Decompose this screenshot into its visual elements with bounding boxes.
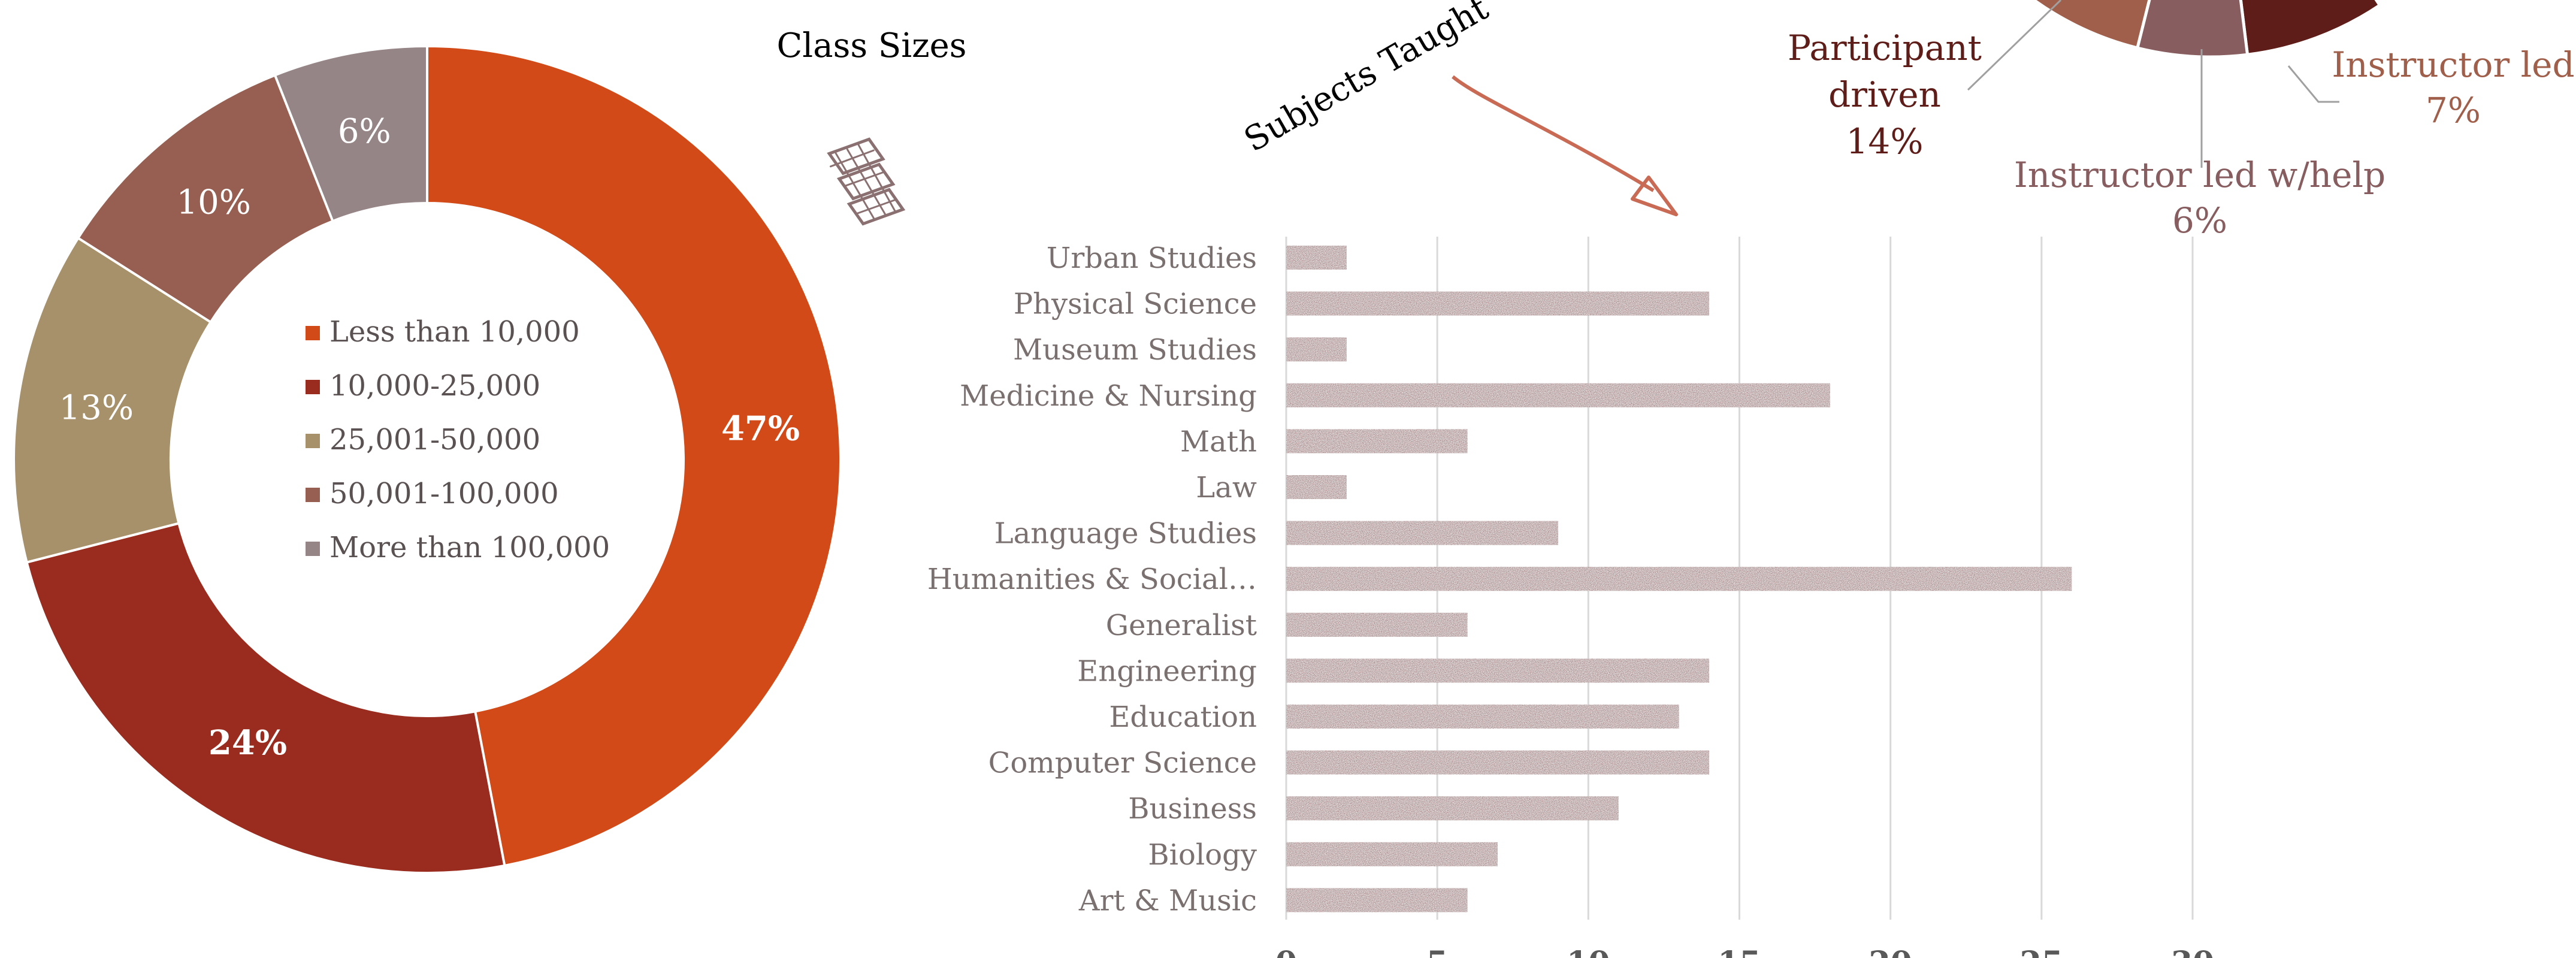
hand-drawn-arrow xyxy=(1452,75,1678,216)
category-label-business: Business xyxy=(1128,792,1257,826)
bar-humanities-social xyxy=(1286,567,2072,591)
donut-slice-25-001-50-000 xyxy=(13,236,213,564)
bar-series xyxy=(1286,246,2072,912)
pie2-slices xyxy=(2031,0,2382,59)
category-label-engineering: Engineering xyxy=(1077,654,1257,688)
donut-value-label-more-than-100-000: 6% xyxy=(338,112,391,151)
bar-museum-studies xyxy=(1286,337,1347,362)
donut-value-label-less-than-10-000: 47% xyxy=(721,409,800,448)
pie2-slice-instructor-led xyxy=(2031,0,2151,50)
category-label-museum-studies: Museum Studies xyxy=(1013,333,1257,367)
bar-education xyxy=(1286,705,1679,729)
donut-slice-more-than-100-000 xyxy=(273,44,428,223)
category-label-medicine-nursing: Medicine & Nursing xyxy=(960,379,1257,413)
label-participant-driven-line2: driven xyxy=(1828,74,1941,115)
legend-label-10-000-25-000: 10,000-25,000 xyxy=(329,369,540,403)
donut-slice-10-000-25-000 xyxy=(25,522,506,875)
bar-generalist xyxy=(1286,612,1468,637)
x-tick-15: 15 xyxy=(1718,945,1761,958)
category-label-urban-studies: Urban Studies xyxy=(1047,241,1257,275)
label-instructor-led-help: Instructor led w/help xyxy=(2014,155,2385,195)
category-label-law: Law xyxy=(1196,471,1257,504)
label-instructor-led-pct: 7% xyxy=(2426,90,2481,131)
bar-urban-studies xyxy=(1286,246,1347,270)
category-label-generalist: Generalist xyxy=(1106,609,1257,642)
leader-line-participant-driven xyxy=(1967,0,2062,91)
x-tick-5: 5 xyxy=(1426,945,1448,958)
bar-computer-science xyxy=(1286,750,1710,775)
bar-category-labels: Urban Studies Physical Science Museum Stud… xyxy=(927,241,1257,917)
x-tick-25: 25 xyxy=(2020,945,2063,958)
category-label-math: Math xyxy=(1180,425,1257,458)
category-label-physical-science: Physical Science xyxy=(1014,288,1257,321)
legend-swatch-10-000-25-000 xyxy=(306,380,320,394)
scribble-doodle xyxy=(827,137,906,226)
class-sizes-title: Class Sizes xyxy=(776,26,966,65)
donut-slice-less-than-10-000 xyxy=(426,44,842,868)
donut-value-label-10-000-25-000: 24% xyxy=(208,723,287,763)
label-participant-driven: Participant xyxy=(1788,28,1982,68)
legend-swatch-more-than-100-000 xyxy=(306,542,320,556)
legend-label-25-001-50-000: 25,001-50,000 xyxy=(329,423,540,457)
label-participant-driven-pct: 14% xyxy=(1846,121,1924,162)
donut-value-label-50-001-100-000: 10% xyxy=(176,183,250,222)
bar-business xyxy=(1286,796,1619,821)
x-tick-10: 10 xyxy=(1567,945,1610,958)
bar-law xyxy=(1286,475,1347,499)
legend-swatch-less-than-10-000 xyxy=(306,326,320,340)
x-tick-30: 30 xyxy=(2171,945,2214,958)
donut-value-labels: 47% 24% 13% 10% 6% xyxy=(59,112,800,763)
instruction-style-pie-chart: Participant driven 14% Instructor led w/… xyxy=(1788,0,2575,241)
category-label-education: Education xyxy=(1109,700,1257,734)
class-sizes-donut-chart: Class Sizes 47% 24% 13% 10% 6% Less than 10,… xyxy=(13,26,967,875)
category-label-humanities-social: Humanities & Social… xyxy=(927,563,1257,596)
category-label-biology: Biology xyxy=(1148,838,1257,872)
legend-label-more-than-100-000: More than 100,000 xyxy=(329,531,610,564)
bar-biology xyxy=(1286,842,1498,866)
category-label-computer-science: Computer Science xyxy=(988,747,1257,780)
bar-math xyxy=(1286,429,1468,454)
pie2-slice-instructor-led-w-help xyxy=(2135,0,2250,59)
donut-value-label-25-001-50-000: 13% xyxy=(59,389,134,428)
bar-engineering xyxy=(1286,658,1710,683)
bar-language-studies xyxy=(1286,521,1558,545)
bar-art-music xyxy=(1286,888,1468,912)
legend-swatch-25-001-50-000 xyxy=(306,434,320,448)
category-label-art-music: Art & Music xyxy=(1078,884,1257,917)
label-instructor-led-help-pct: 6% xyxy=(2172,200,2227,241)
donut-slices xyxy=(13,44,842,875)
x-tick-0: 0 xyxy=(1275,945,1297,958)
legend-swatch-50-001-100-000 xyxy=(306,488,320,502)
legend-label-less-than-10-000: Less than 10,000 xyxy=(329,315,580,349)
donut-legend: Less than 10,000 10,000-25,000 25,001-50,0… xyxy=(306,315,610,564)
x-tick-20: 20 xyxy=(1868,945,1912,958)
category-label-language-studies: Language Studies xyxy=(994,517,1257,551)
leader-line-instructor-led xyxy=(2287,65,2339,103)
pie2-slice-participant-driven xyxy=(2239,0,2382,57)
legend-label-50-001-100-000: 50,001-100,000 xyxy=(329,477,559,510)
bar-medicine-nursing xyxy=(1286,383,1830,407)
bar-x-tick-labels: 0 5 10 15 20 25 30 xyxy=(1275,945,2214,958)
bar-physical-science xyxy=(1286,291,1710,316)
label-instructor-led: Instructor led xyxy=(2332,44,2574,85)
